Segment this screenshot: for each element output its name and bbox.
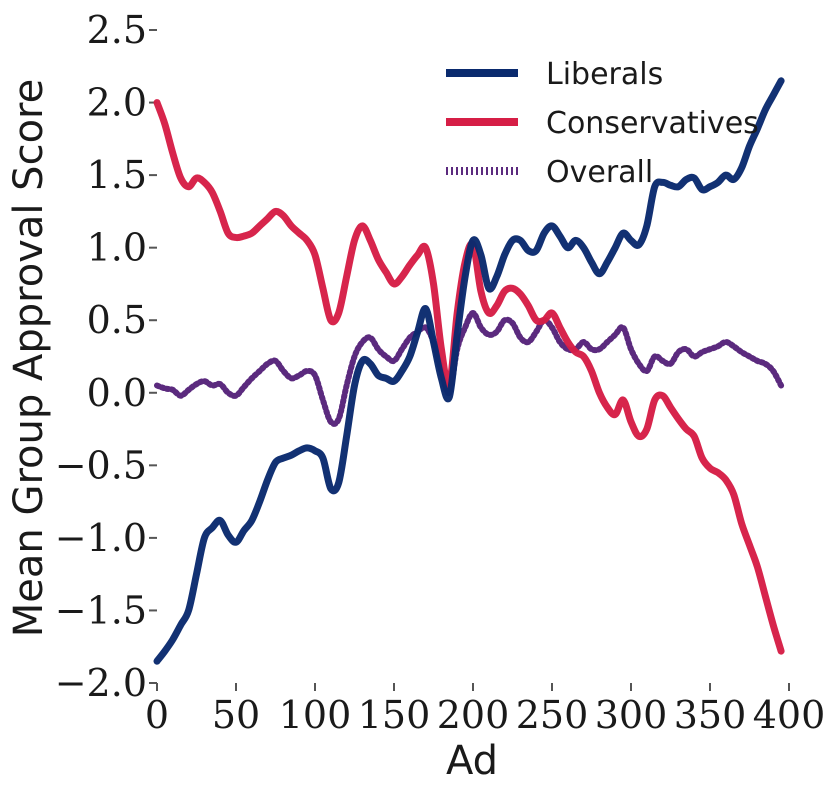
- y-axis-title: Mean Group Approval Score: [6, 79, 52, 637]
- legend-label-conservatives: Conservatives: [546, 106, 759, 141]
- series-line-overall: [154, 310, 785, 427]
- y-tick-label: −2.0: [55, 661, 147, 705]
- x-tick-label: 350: [674, 693, 747, 737]
- x-axis: 0 50 100 150 200 250 300 350 400: [145, 683, 825, 737]
- series-line-liberals: [153, 77, 785, 665]
- x-tick-label: 150: [358, 693, 431, 737]
- y-tick-label: −1.5: [55, 588, 147, 632]
- y-tick-label: 1.0: [87, 226, 147, 270]
- legend: Liberals Conservatives Overall: [446, 57, 759, 190]
- x-tick-label: 250: [516, 693, 589, 737]
- y-tick-label: 2.0: [87, 81, 147, 125]
- legend-label-liberals: Liberals: [546, 57, 663, 92]
- x-tick-label: 50: [212, 693, 260, 737]
- series-layer: [153, 77, 785, 665]
- y-tick-label: 0.0: [87, 371, 147, 415]
- y-tick-label: −0.5: [55, 443, 147, 487]
- y-tick-label: 0.5: [87, 298, 147, 342]
- y-tick-label: 2.5: [87, 8, 147, 52]
- x-tick-label: 400: [753, 693, 826, 737]
- x-tick-label: 300: [595, 693, 668, 737]
- x-axis-title: Ad: [446, 738, 498, 784]
- x-tick-label: 0: [145, 693, 169, 737]
- legend-label-overall: Overall: [546, 155, 653, 190]
- x-tick-label: 100: [279, 693, 352, 737]
- y-axis: −2.0 −1.5 −1.0 −0.5 0.0 0.5 1.0 1.5 2.0 2.5: [55, 8, 157, 705]
- x-tick-label: 200: [437, 693, 510, 737]
- y-tick-label: −1.0: [55, 516, 147, 560]
- y-tick-label: 1.5: [87, 153, 147, 197]
